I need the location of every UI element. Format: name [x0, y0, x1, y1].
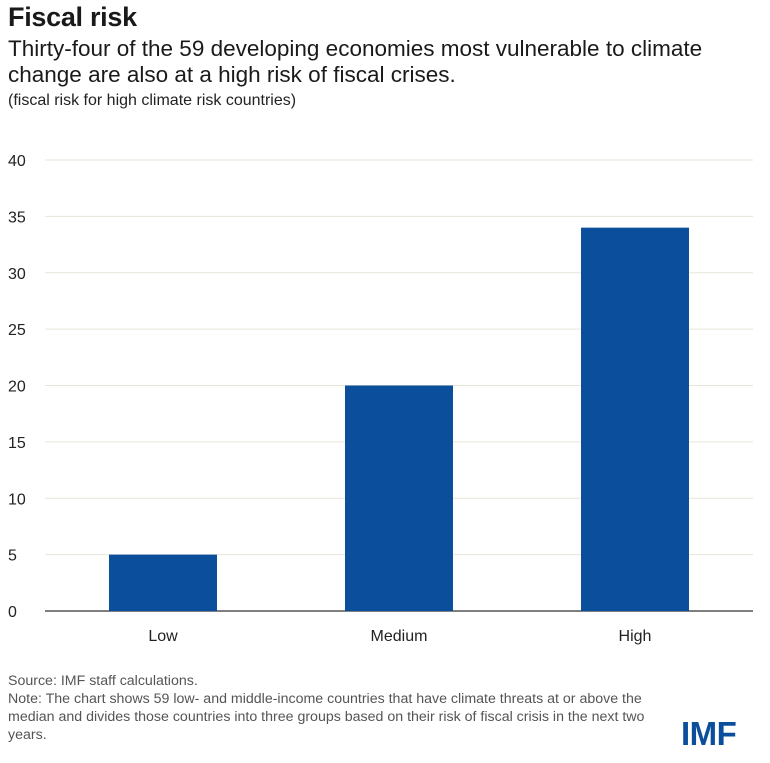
- y-tick-label: 20: [8, 379, 26, 396]
- y-axis: 0 5 10 15 20 25 30 35 40: [8, 153, 26, 621]
- source-note: Source: IMF staff calculations.: [8, 673, 198, 689]
- unit-note: (fiscal risk for high climate risk count…: [8, 92, 297, 109]
- y-tick-label: 15: [8, 435, 26, 452]
- y-tick-label: 30: [8, 266, 26, 283]
- y-tick-label: 40: [8, 153, 26, 170]
- x-tick-label: Medium: [371, 628, 428, 645]
- bar-high: [581, 227, 689, 611]
- y-tick-label: 0: [8, 604, 17, 621]
- footer: Source: IMF staff calculations. Note: Th…: [8, 672, 658, 744]
- y-tick-label: 10: [8, 491, 26, 508]
- bar-chart: 0 5 10 15 20 25 30 35 40 Low Medium High: [8, 153, 753, 645]
- imf-logo: IMF: [681, 715, 737, 752]
- x-axis: Low Medium High: [148, 628, 651, 645]
- bar-low: [109, 554, 217, 611]
- y-tick-label: 5: [8, 548, 17, 565]
- bars: [109, 227, 689, 611]
- y-tick-label: 25: [8, 322, 26, 339]
- x-tick-label: High: [619, 628, 652, 645]
- chart-note: Note: The chart shows 59 low- and middle…: [8, 691, 645, 743]
- bar-medium: [345, 385, 453, 611]
- chart-title: Fiscal risk: [8, 2, 137, 32]
- chart-subtitle: Thirty-four of the 59 developing economi…: [8, 36, 703, 87]
- x-tick-label: Low: [148, 628, 178, 645]
- y-tick-label: 35: [8, 209, 26, 226]
